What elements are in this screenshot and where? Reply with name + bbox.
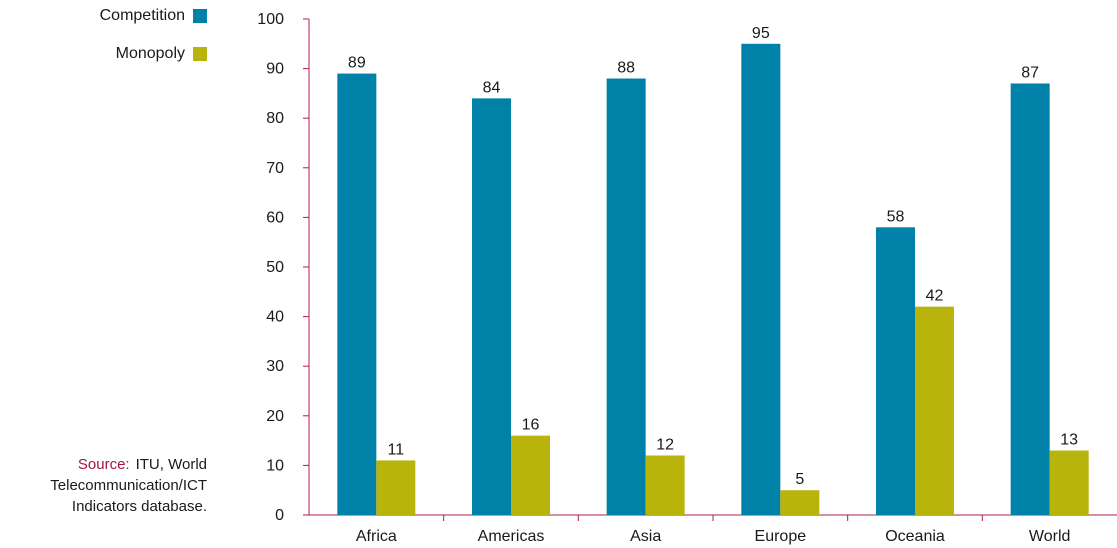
legend-label-monopoly: Monopoly <box>115 45 185 62</box>
legend-item-competition: Competition <box>0 6 207 26</box>
bar-competition-oceania <box>876 227 915 515</box>
data-label-monopoly-world: 13 <box>1060 432 1078 449</box>
bar-monopoly-africa <box>376 460 416 515</box>
y-tick-label: 70 <box>266 160 284 177</box>
x-tick-label-oceania: Oceania <box>885 528 945 545</box>
data-label-monopoly-oceania: 42 <box>926 288 944 305</box>
source-label: Source: <box>77 456 130 473</box>
bar-competition-asia <box>606 78 646 516</box>
legend-item-monopoly: Monopoly <box>0 44 207 64</box>
data-label-competition-africa: 89 <box>348 55 366 72</box>
y-tick-label: 50 <box>266 259 284 276</box>
data-label-competition-asia: 88 <box>617 60 635 77</box>
y-tick-label: 60 <box>266 209 284 226</box>
y-tick-label: 30 <box>266 358 284 375</box>
legend-label-competition: Competition <box>99 7 185 24</box>
y-tick-label: 80 <box>266 110 284 127</box>
data-label-competition-world: 87 <box>1021 64 1039 81</box>
legend: Competition Monopoly <box>0 6 207 82</box>
y-tick-label: 10 <box>266 457 284 474</box>
x-tick-label-americas: Americas <box>478 528 545 545</box>
bar-competition-world <box>1010 83 1050 515</box>
y-tick-label: 100 <box>257 11 284 28</box>
y-tick-label: 40 <box>266 309 284 326</box>
legend-swatch-monopoly <box>193 47 207 61</box>
y-tick-label: 90 <box>266 61 284 78</box>
data-label-monopoly-americas: 16 <box>522 417 540 434</box>
bar-competition-americas <box>472 98 511 516</box>
legend-swatch-competition <box>193 9 207 23</box>
bar-monopoly-europe <box>780 490 820 515</box>
x-tick-label-world: World <box>1029 528 1071 545</box>
source-line-1: ITU, World <box>135 456 207 473</box>
data-label-competition-americas: 84 <box>483 79 501 96</box>
x-tick-label-africa: Africa <box>356 528 397 545</box>
source-line-3: Indicators database. <box>71 498 207 515</box>
y-tick-label: 20 <box>266 408 284 425</box>
data-label-competition-oceania: 58 <box>887 208 905 225</box>
data-label-monopoly-africa: 11 <box>388 441 405 458</box>
data-label-monopoly-asia: 12 <box>656 436 674 453</box>
bar-monopoly-oceania <box>915 306 954 515</box>
source-line-2: Telecommunication/ICT <box>50 477 207 494</box>
source-note: Source: ITU, World Telecommunication/ICT … <box>0 454 207 517</box>
bar-competition-africa <box>337 73 377 515</box>
bar-competition-europe <box>741 43 781 516</box>
bar-monopoly-asia <box>645 455 685 515</box>
data-label-monopoly-europe: 5 <box>795 471 804 488</box>
bar-monopoly-americas <box>511 435 550 515</box>
y-tick-label: 0 <box>275 507 284 524</box>
data-label-competition-europe: 95 <box>752 25 770 42</box>
x-tick-label-asia: Asia <box>630 528 661 545</box>
x-tick-label-europe: Europe <box>755 528 807 545</box>
bar-monopoly-world <box>1049 450 1089 515</box>
